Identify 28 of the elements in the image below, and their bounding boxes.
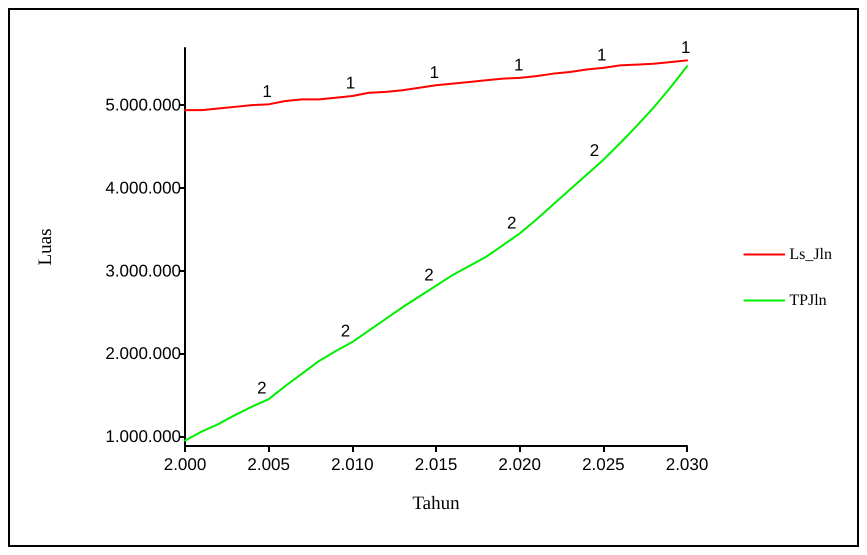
legend-label: Ls_Jln [789,246,832,263]
annotation: 2 [590,140,600,160]
annotation: 1 [346,74,356,93]
x-axis-title: Tahun [412,493,460,514]
x-tick-label: 2.005 [247,455,290,474]
annotation: 2 [507,214,516,233]
annotation: 1 [680,38,690,57]
y-tick-label: 1.000.000 [105,426,181,446]
x-tick-label: 2.000 [164,455,206,474]
x-tick-label: 2.020 [498,455,541,474]
x-tick-label: 2.010 [331,455,374,474]
x-tick-label: 2.030 [666,455,708,474]
annotation: 2 [424,265,434,284]
x-tick-label: 2.015 [414,455,458,474]
legend-label: TPJln [789,292,827,309]
annotation: 1 [262,82,272,101]
annotation: 1 [597,45,606,64]
line-series [184,59,688,112]
y-axis-title: Luas [35,228,56,266]
y-tick-label: 5.000.000 [105,96,181,115]
annotation: 2 [340,321,350,340]
annotation: 1 [514,55,524,74]
x-tick-label: 2.025 [582,455,625,474]
y-tick-label: 2.000.000 [105,344,181,364]
annotation: 1 [430,62,440,82]
y-tick-label: 4.000.000 [105,178,181,198]
annotation: 2 [257,378,267,398]
y-tick-label: 3.000.000 [105,261,181,280]
